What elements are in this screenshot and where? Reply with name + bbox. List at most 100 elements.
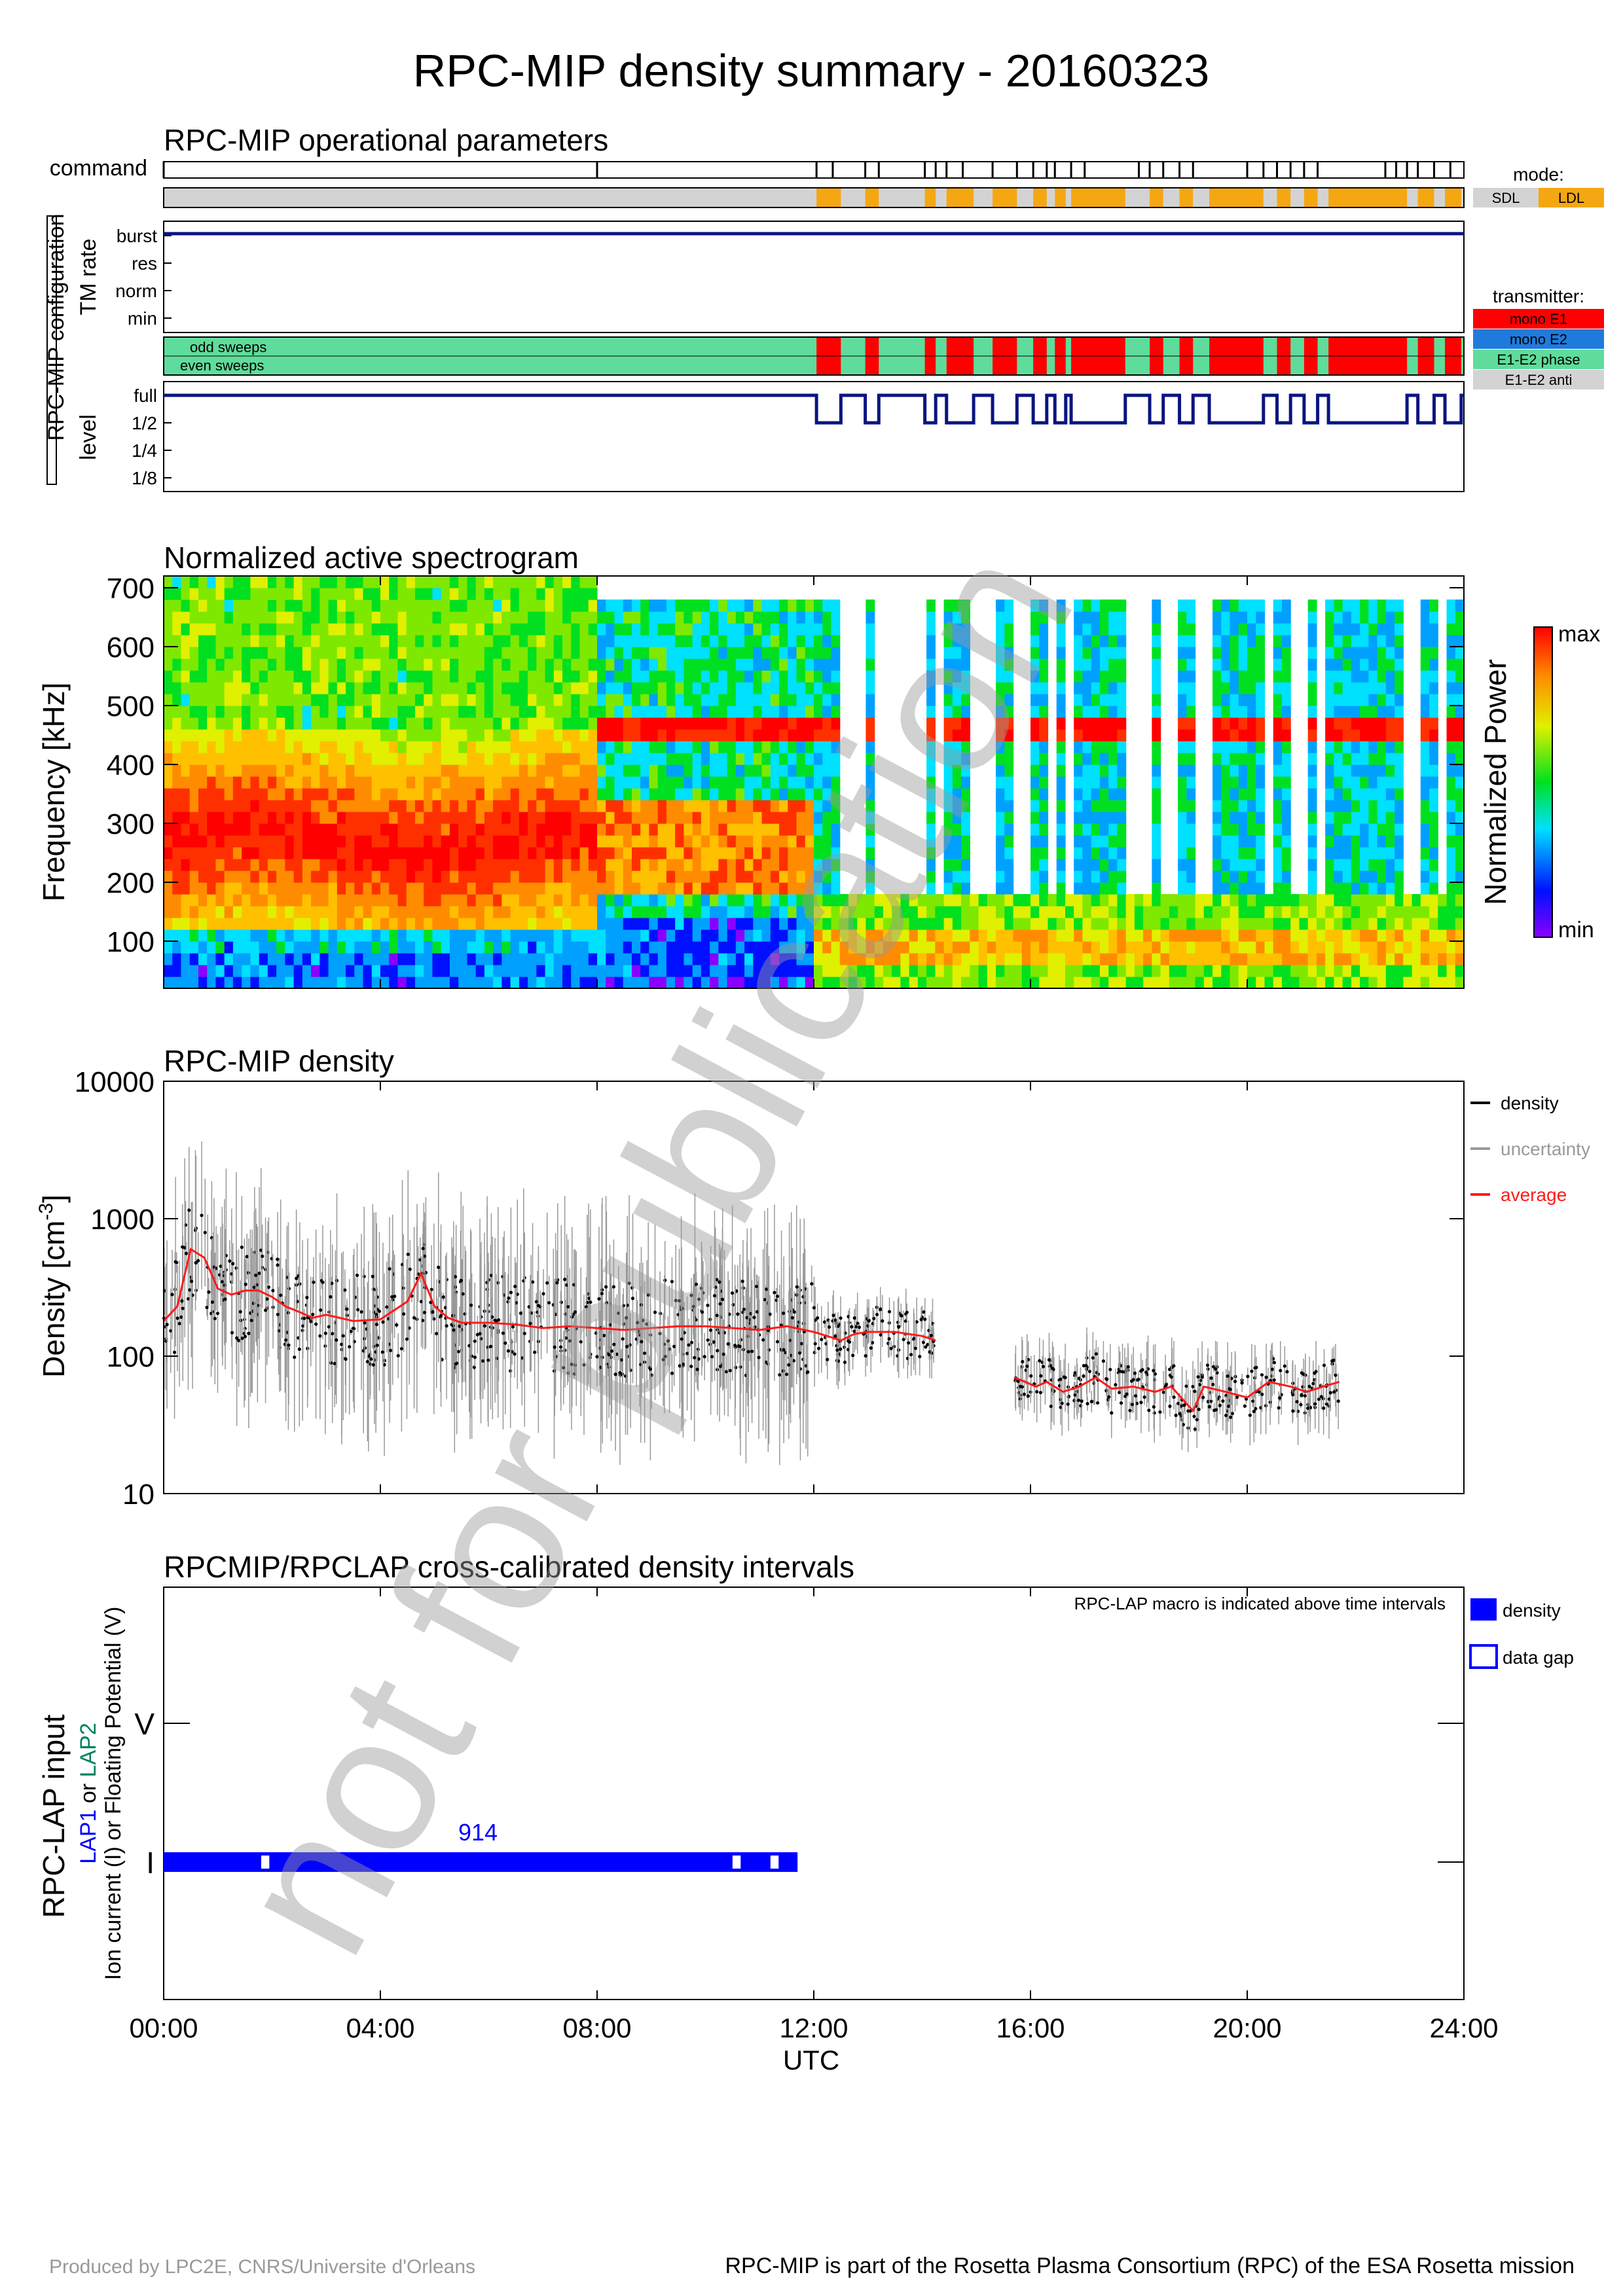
spectrogram-cell [501, 576, 511, 588]
spectrogram-cell [475, 847, 485, 859]
spectrogram-cell [1247, 977, 1256, 989]
spectrogram-cell [389, 835, 399, 848]
spectrogram-cell [172, 882, 182, 895]
spectrogram-cell [579, 953, 589, 965]
spectrogram-cell [710, 647, 719, 659]
spectrogram-cell [857, 894, 867, 906]
spectrogram-cell [866, 611, 875, 624]
spectrogram-cell [744, 776, 754, 789]
spectrogram-cell [1117, 753, 1127, 765]
spectrogram-cell [389, 776, 399, 789]
spectrogram-cell [779, 682, 788, 694]
spectrogram-cell [666, 894, 676, 906]
spectrogram-cell [1360, 906, 1369, 918]
spectrogram-cell [406, 929, 416, 942]
spectrogram-cell [276, 741, 285, 753]
spectrogram-cell [961, 600, 970, 612]
spectrogram-cell [770, 635, 780, 647]
spectrogram-cell [319, 694, 329, 706]
spectrogram-cell [475, 812, 485, 824]
spectrogram-cell [848, 894, 858, 906]
spectrogram-cell [788, 941, 797, 954]
spectrogram-cell [189, 764, 199, 777]
spectrogram-cell [571, 929, 581, 942]
spectrogram-cell [1108, 776, 1118, 789]
spectrogram-cell [1091, 776, 1101, 789]
spectrogram-cell [328, 894, 338, 906]
spectrogram-cell [1360, 753, 1369, 765]
spectrogram-cell [1117, 800, 1127, 812]
spectrogram-cell [1099, 800, 1109, 812]
density-point [899, 1314, 903, 1318]
spectrogram-cell [684, 800, 693, 812]
spectrogram-cell [1056, 635, 1066, 647]
spectrogram-cell [1273, 729, 1283, 742]
spectrogram-cell [1446, 859, 1456, 871]
spectrogram-cell [675, 788, 684, 800]
spectrogram-cell [380, 753, 390, 765]
spectrogram-cell [475, 977, 485, 989]
spectrogram-cell [701, 635, 710, 647]
spectrogram-cell [1455, 953, 1465, 965]
spectrogram-cell [1178, 953, 1187, 965]
spectrogram-cell [1307, 835, 1317, 848]
spectrogram-cell [1004, 847, 1014, 859]
spectrogram-cell [926, 647, 936, 659]
spectrogram-cell [1395, 658, 1404, 671]
density-point [541, 1292, 545, 1296]
spectrogram-cell [536, 741, 546, 753]
spectrogram-cell [943, 859, 953, 871]
spectrogram-cell [1325, 929, 1334, 942]
spectrogram-cell [1030, 823, 1040, 836]
spectrogram-cell [224, 800, 234, 812]
spectrogram-cell [232, 764, 242, 777]
spectrogram-cell [718, 965, 728, 977]
spectrogram-cell [597, 611, 606, 624]
spectrogram-cell [1455, 800, 1465, 812]
spectrogram-cell [363, 788, 373, 800]
spectrogram-cell [1395, 894, 1404, 906]
spectrogram-cell [1395, 647, 1404, 659]
spectrogram-cell [1325, 788, 1334, 800]
spectrogram-cell [1368, 941, 1378, 954]
spectrogram-cell [475, 941, 485, 954]
spectrogram-cell [831, 812, 841, 824]
spectrogram-cell [562, 658, 572, 671]
spectrogram-cell [346, 977, 355, 989]
spectrogram-cell [822, 776, 832, 789]
spectrogram-cell [1351, 953, 1360, 965]
spectrogram-cell [606, 717, 615, 730]
spectrogram-cell [536, 882, 546, 895]
spectrogram-cell [467, 882, 477, 895]
spectrogram-cell [458, 753, 467, 765]
spectrogram-cell [831, 823, 841, 836]
spectrogram-cell [319, 835, 329, 848]
spectrogram-cell [1152, 977, 1161, 989]
spectrogram-cell [1281, 635, 1291, 647]
spectrogram-cell [484, 929, 494, 942]
spectrogram-cell [276, 588, 285, 600]
spectrogram-cell [501, 823, 511, 836]
spectrogram-cell [657, 741, 667, 753]
spectrogram-cell [1446, 670, 1456, 683]
spectrogram-cell [1108, 800, 1118, 812]
spectrogram-cell [293, 576, 303, 588]
spectrogram-cell [363, 600, 373, 612]
spectrogram-cell [406, 894, 416, 906]
spectrogram-cell [822, 764, 832, 777]
spectrogram-cell [302, 906, 312, 918]
spectrogram-cell [1074, 706, 1084, 718]
spectrogram-cell [380, 670, 390, 683]
spectrogram-cell [1377, 823, 1387, 836]
spectrogram-cell [458, 611, 467, 624]
spectrogram-cell [597, 953, 606, 965]
spectrogram-cell [528, 953, 537, 965]
spectrogram-cell [1455, 941, 1465, 954]
spectrogram-cell [744, 729, 754, 742]
spectrogram-cell [1091, 694, 1101, 706]
spectrogram-cell [831, 694, 841, 706]
spectrogram-cell [380, 741, 390, 753]
spectrogram-cell [943, 812, 953, 824]
spectrogram-cell [172, 682, 182, 694]
spectrogram-cell [1281, 870, 1291, 883]
